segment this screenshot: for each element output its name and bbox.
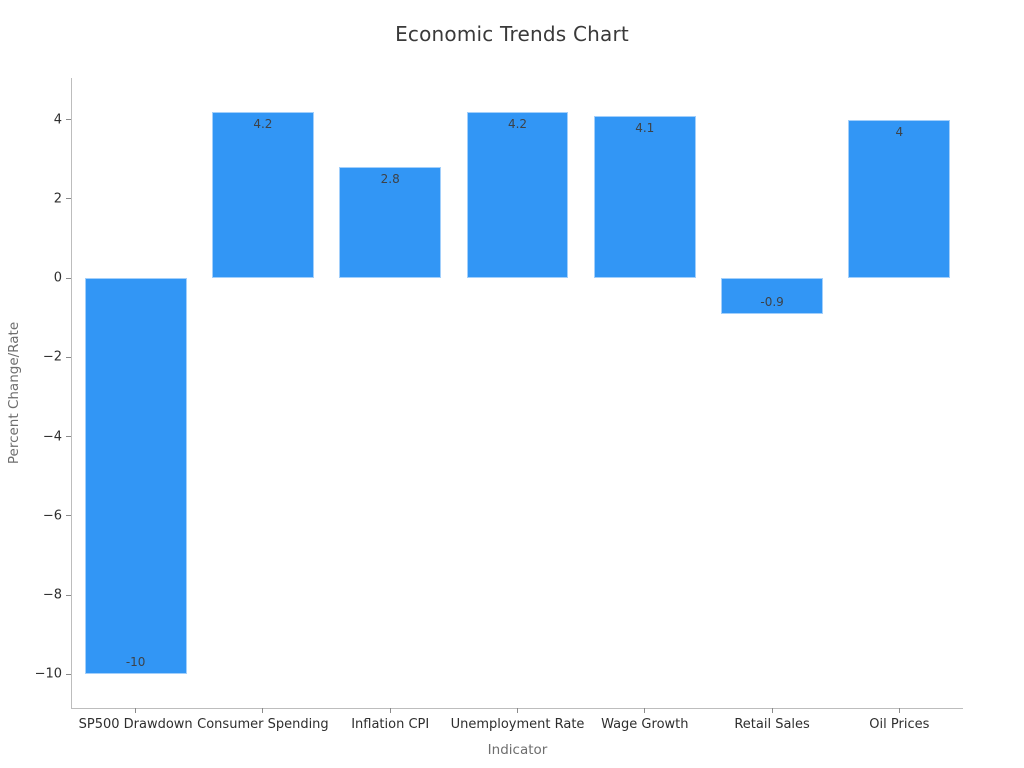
x-axis-label: Indicator <box>487 742 548 758</box>
bar-value-label: 4.2 <box>507 116 528 131</box>
y-tick-label: 2 <box>53 191 62 207</box>
x-tick-mark <box>135 708 137 713</box>
y-tick-mark <box>66 673 71 675</box>
x-tick-mark <box>389 708 391 713</box>
bar-value-label: 2.8 <box>380 172 400 187</box>
x-tick-mark <box>262 708 264 713</box>
y-tick-label: −10 <box>34 666 62 682</box>
x-tick-label: Retail Sales <box>734 717 810 732</box>
x-tick-mark <box>644 708 646 713</box>
x-tick-label: Unemployment Rate <box>450 717 585 732</box>
x-tick-label: Inflation CPI <box>351 717 430 732</box>
y-tick-mark <box>66 277 71 279</box>
y-tick-label: 0 <box>53 270 62 286</box>
x-tick-label: Wage Growth <box>601 717 689 732</box>
x-tick-mark <box>517 708 518 713</box>
chart-title: Economic Trends Chart <box>395 22 629 46</box>
y-tick-mark <box>66 198 71 200</box>
bar-value-label: 4.2 <box>253 116 273 131</box>
y-tick-label: −2 <box>42 349 62 365</box>
y-tick-mark <box>66 356 71 358</box>
bar-value-label: 4 <box>895 124 904 139</box>
y-tick-label: −6 <box>42 508 62 524</box>
y-tick-label: 4 <box>53 112 62 128</box>
y-tick-label: −4 <box>42 429 62 445</box>
bar: 4.2 <box>466 111 569 279</box>
bar: 4.2 <box>212 111 314 279</box>
y-tick-mark <box>66 515 71 517</box>
bar: 4 <box>848 119 951 279</box>
bar-value-label: -10 <box>125 655 146 670</box>
y-tick-mark <box>66 594 71 596</box>
bar: 4.1 <box>593 115 696 279</box>
bar: 2.8 <box>339 167 442 279</box>
x-tick-mark <box>898 708 900 713</box>
x-tick-mark <box>771 708 773 713</box>
y-axis-spine <box>71 78 72 708</box>
bar: -10 <box>84 278 187 675</box>
y-tick-mark <box>66 119 71 121</box>
y-tick-label: −8 <box>42 587 62 603</box>
x-tick-label: SP500 Drawdown <box>78 717 193 732</box>
plot-area: 4 2 0 −2 −4 −6 −8 −10 -10 SP500 Drawdown 4.2 Consum… <box>35 78 963 732</box>
y-axis-label: Percent Change/Rate <box>6 321 22 465</box>
y-tick-mark <box>66 436 71 438</box>
bar-value-label: -0.9 <box>760 294 784 309</box>
x-tick-label: Oil Prices <box>869 717 930 732</box>
x-tick-label: Consumer Spending <box>197 717 329 732</box>
bar: -0.9 <box>721 278 823 314</box>
bar-value-label: 4.1 <box>635 120 655 135</box>
